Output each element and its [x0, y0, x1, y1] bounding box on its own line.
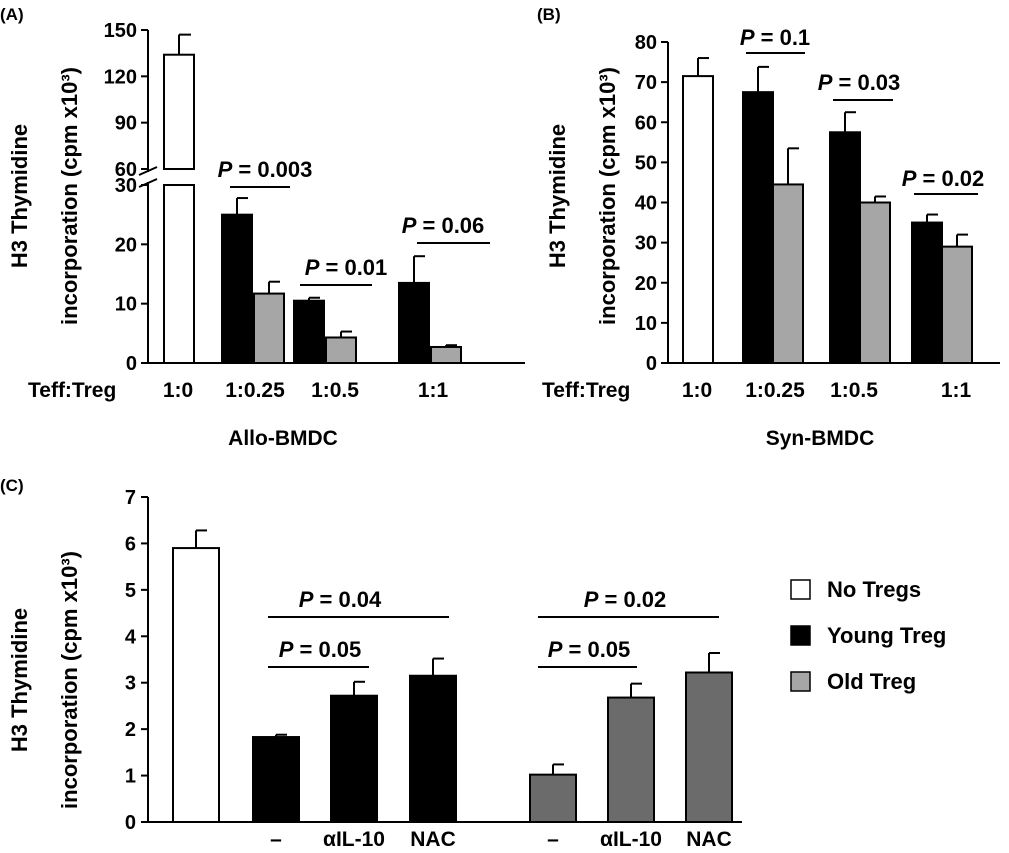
panel-b-bar-young-treg — [911, 221, 943, 364]
panel-c-ylabel-line1: H3 Thymidine — [7, 608, 32, 752]
panel-c-x-tick-label: NAC — [686, 828, 732, 851]
panel-b-y-tick-label: 0 — [646, 353, 657, 375]
panel-c-ylabel-line2: incorporation (cpm x10³) — [57, 551, 82, 809]
panel-c-bar — [607, 696, 655, 823]
panel-c-x-tick-label: αIL-10 — [600, 828, 662, 851]
panel-b-label: (B) — [537, 5, 561, 24]
panel-c-x-tick-label: – — [270, 828, 282, 851]
panel-c-x-tick-label: – — [547, 828, 559, 851]
panel-b-p-value: P = 0.03 — [818, 70, 901, 95]
panel-a-bar-no-tregs — [163, 184, 195, 364]
panel-b-x-tick-label: 1:0.5 — [830, 379, 878, 402]
panel-a-x-tick-label: 1:0 — [163, 379, 193, 402]
panel-a-y-tick-label: 20 — [115, 234, 137, 256]
panel-c-label: (C) — [0, 476, 24, 495]
panel-c-y-tick-label: 4 — [125, 626, 137, 648]
panel-a-y-tick-label: 150 — [104, 20, 137, 42]
panel-a-y-tick-label: 60 — [115, 159, 137, 181]
legend-swatch-old-treg — [790, 671, 811, 692]
panel-b-y-tick-label: 80 — [635, 32, 657, 54]
panel-c-bar — [529, 773, 577, 824]
panel-b-y-tick-label: 20 — [635, 273, 657, 295]
panel-c-p-value: P = 0.05 — [548, 637, 631, 662]
panel-a-ylabel-line1: H3 Thymidine — [7, 124, 32, 268]
panel-a-x-tick-label: 1:1 — [418, 379, 449, 402]
panel-c-y-tick-label: 7 — [125, 487, 136, 509]
panel-a-p-value: P = 0.01 — [305, 255, 388, 280]
panel-b-ylabel-line2: incorporation (cpm x10³) — [595, 67, 620, 325]
panel-a-y-tick-label: 120 — [104, 66, 137, 88]
panel-a-y-tick-label: 90 — [115, 113, 137, 135]
panel-c-x-tick-label: αIL-10 — [323, 828, 385, 851]
panel-b-x-tick-label: 1:0.25 — [745, 379, 805, 402]
panel-b-y-tick-label: 30 — [635, 233, 657, 255]
panel-b-chart: H3 Thymidine incorporation (cpm x10³) Te… — [542, 25, 1000, 450]
panel-c-bar — [685, 671, 733, 823]
panel-b-bar-young-treg — [742, 91, 774, 364]
panel-c-x-tick-label: NAC — [410, 828, 456, 851]
legend-label-no-tregs: No Tregs — [827, 577, 921, 602]
panel-a-y-tick-label: 30 — [115, 175, 137, 197]
panel-b-y-tick-label: 50 — [635, 152, 657, 174]
panel-c-bar — [252, 736, 300, 823]
legend: No Tregs Young Treg Old Treg — [790, 577, 946, 694]
panel-a-y-tick-label: 10 — [115, 294, 137, 316]
panel-c-bar — [409, 674, 457, 823]
legend-swatch-young-treg — [790, 625, 811, 646]
panel-a-bar-young-treg — [398, 281, 430, 364]
panel-c-y-tick-label: 3 — [125, 673, 136, 695]
panel-b-bar-no-tregs — [682, 75, 714, 364]
panel-a-x-tick-label: 1:0.5 — [311, 379, 359, 402]
panel-a-label: (A) — [0, 5, 24, 24]
panel-b-bar-young-treg — [829, 131, 861, 364]
panel-b-row-label: Teff:Treg — [542, 379, 630, 402]
panel-a-ylabel-line2: incorporation (cpm x10³) — [57, 67, 82, 325]
panel-b-y-tick-label: 70 — [635, 72, 657, 94]
panel-a-row-label: Teff:Treg — [28, 379, 116, 402]
panel-b-xlabel: Syn-BMDC — [766, 427, 875, 450]
panel-c-y-tick-label: 2 — [125, 719, 136, 741]
panel-b-bar-old-treg — [859, 201, 891, 364]
panel-b-y-tick-label: 60 — [635, 112, 657, 134]
panel-a-bar-young-treg — [221, 213, 253, 364]
panel-b-x-tick-label: 1:0 — [682, 379, 712, 402]
legend-swatch-no-tregs — [790, 579, 811, 600]
panel-b-y-tick-label: 40 — [635, 193, 657, 215]
panel-a-bar-old-treg — [253, 292, 285, 364]
panel-c-p-value: P = 0.04 — [299, 587, 382, 612]
panel-a-p-value: P = 0.003 — [218, 157, 313, 182]
panel-b-ylabel-line1: H3 Thymidine — [545, 124, 570, 268]
panel-a-p-value: P = 0.06 — [402, 213, 485, 238]
panel-b-bar-old-treg — [772, 183, 804, 364]
panel-a-bar-old-treg — [430, 345, 462, 365]
panel-a-bar-young-treg — [293, 299, 325, 365]
panel-a-bar-old-treg — [325, 336, 357, 364]
panel-a-y-tick-label: 0 — [126, 353, 137, 375]
panel-b-p-value: P = 0.02 — [902, 166, 985, 191]
panel-b-x-tick-label: 1:1 — [941, 379, 972, 402]
legend-label-young-treg: Young Treg — [827, 623, 946, 648]
panel-a-bar-no-tregs — [163, 53, 195, 170]
panel-c-bar — [172, 547, 220, 823]
panel-b-bar-old-treg — [941, 245, 973, 364]
panel-b-p-value: P = 0.1 — [740, 25, 810, 50]
panel-c-p-value: P = 0.05 — [279, 637, 362, 662]
panel-a-xlabel: Allo-BMDC — [228, 427, 338, 450]
panel-c-y-tick-label: 6 — [125, 533, 136, 555]
panel-c-chart: H3 Thymidine incorporation (cpm x10³) 0 1… — [7, 487, 742, 851]
panel-c-y-tick-label: 0 — [125, 812, 136, 834]
panel-c-y-tick-label: 5 — [125, 580, 136, 602]
panel-a-chart: H3 Thymidine incorporation (cpm x10³) Te… — [7, 20, 525, 450]
panel-a-x-tick-label: 1:0.25 — [225, 379, 285, 402]
panel-c-y-tick-label: 1 — [125, 766, 136, 788]
panel-b-y-tick-label: 10 — [635, 313, 657, 335]
panel-c-p-value: P = 0.02 — [584, 587, 667, 612]
legend-label-old-treg: Old Treg — [827, 669, 916, 694]
panel-a-axis-break-mark — [138, 166, 158, 176]
panel-c-bar — [330, 694, 378, 824]
